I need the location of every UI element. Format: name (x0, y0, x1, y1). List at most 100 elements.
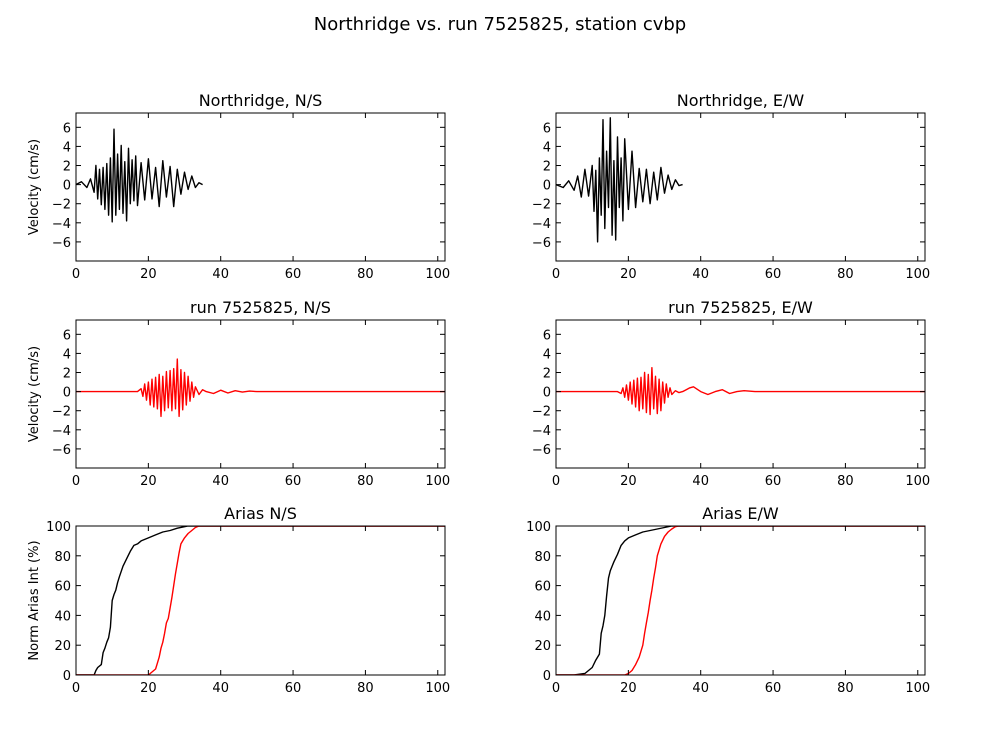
y-tick-label: −2 (52, 198, 71, 213)
x-tick-label: 60 (285, 474, 302, 489)
y-tick-label: 2 (543, 160, 551, 175)
y-tick-label: −4 (532, 424, 551, 439)
x-tick-label: 80 (837, 267, 854, 282)
axes-frame (555, 525, 926, 676)
subplot-title: run 7525825, N/S (190, 298, 331, 317)
x-tick-label: 0 (552, 267, 560, 282)
x-tick-label: 80 (837, 474, 854, 489)
subplot-title: Northridge, E/W (677, 91, 805, 110)
y-tick-label: 60 (54, 580, 71, 595)
x-tick-label: 20 (140, 267, 157, 282)
x-tick-label: 100 (905, 681, 930, 696)
y-tick-label: 20 (54, 639, 71, 654)
x-tick-label: 20 (620, 474, 637, 489)
x-tick-label: 0 (72, 267, 80, 282)
x-tick-label: 0 (552, 474, 560, 489)
series-line-1 (76, 526, 445, 675)
series-line-1 (556, 367, 925, 416)
subplot-title: Arias E/W (702, 504, 779, 523)
subplot-title: run 7525825, E/W (668, 298, 813, 317)
series-line-1 (556, 526, 925, 675)
x-tick-label: 40 (212, 681, 229, 696)
y-tick-label: −2 (532, 405, 551, 420)
x-tick-label: 80 (357, 267, 374, 282)
x-tick-label: 60 (765, 474, 782, 489)
x-tick-label: 20 (620, 681, 637, 696)
subplot-5: 0 20 40 60 80 100 0 20 40 60 80 100 Arias N/S Norm Ar… (27, 504, 450, 696)
y-tick-label: −4 (52, 424, 71, 439)
figure-title: Northridge vs. run 7525825, station cvbp (314, 14, 686, 35)
y-tick-label: −4 (532, 217, 551, 232)
series-line-1 (556, 117, 683, 243)
subplot-3: 0 20 40 60 80 100 −6 −4 −2 0 2 4 6 run 7525825, N/S Ve… (27, 298, 450, 489)
y-tick-label: 2 (63, 160, 71, 175)
y-tick-label: −6 (52, 236, 71, 251)
y-tick-label: −6 (532, 236, 551, 251)
series-line-1 (76, 358, 445, 418)
y-tick-label: 2 (63, 367, 71, 382)
y-axis-label: Velocity (cm/s) (27, 346, 42, 442)
x-tick-label: 100 (425, 267, 450, 282)
y-tick-label: 80 (54, 550, 71, 565)
x-tick-label: 100 (425, 681, 450, 696)
y-tick-label: 4 (63, 347, 71, 362)
y-tick-label: 6 (543, 121, 551, 136)
x-tick-label: 40 (692, 474, 709, 489)
subplot-title: Northridge, N/S (199, 91, 323, 110)
y-axis-label: Norm Arias Int (%) (27, 540, 42, 660)
x-tick-label: 40 (692, 267, 709, 282)
y-tick-label: −4 (52, 217, 71, 232)
subplot-title: Arias N/S (224, 504, 297, 523)
y-tick-label: 100 (46, 520, 71, 535)
y-tick-label: −2 (532, 198, 551, 213)
x-tick-label: 60 (765, 267, 782, 282)
x-tick-label: 20 (140, 681, 157, 696)
y-tick-label: 4 (543, 140, 551, 155)
x-tick-label: 100 (905, 267, 930, 282)
y-axis-label: Velocity (cm/s) (27, 139, 42, 235)
y-tick-label: −6 (52, 443, 71, 458)
y-tick-label: 0 (63, 386, 71, 401)
y-tick-label: 0 (63, 669, 71, 684)
subplot-4: 0 20 40 60 80 100 −6 −4 −2 0 2 4 6 run 7525825, E/W (532, 298, 930, 489)
x-tick-label: 0 (552, 681, 560, 696)
x-tick-label: 60 (765, 681, 782, 696)
series-line-2 (556, 526, 925, 675)
subplot-1: 0 20 40 60 80 100 −6 −4 −2 0 2 4 6 Northridge, N/S Vel… (27, 91, 450, 282)
x-tick-label: 60 (285, 681, 302, 696)
y-tick-label: 0 (543, 179, 551, 194)
y-tick-label: −6 (532, 443, 551, 458)
x-tick-label: 0 (72, 681, 80, 696)
x-tick-label: 100 (905, 474, 930, 489)
y-tick-label: 6 (543, 328, 551, 343)
axes-frame (75, 525, 446, 676)
y-tick-label: 0 (63, 179, 71, 194)
x-tick-label: 20 (620, 267, 637, 282)
y-tick-label: 80 (534, 550, 551, 565)
y-tick-label: 40 (534, 609, 551, 624)
x-tick-label: 40 (692, 681, 709, 696)
y-tick-label: 40 (54, 609, 71, 624)
y-tick-label: 6 (63, 328, 71, 343)
y-tick-label: 4 (543, 347, 551, 362)
axes-frame (555, 112, 926, 262)
x-tick-label: 80 (357, 474, 374, 489)
x-tick-label: 100 (425, 474, 450, 489)
x-tick-label: 40 (212, 474, 229, 489)
y-tick-label: −2 (52, 405, 71, 420)
x-tick-label: 80 (357, 681, 374, 696)
y-tick-label: 4 (63, 140, 71, 155)
y-tick-label: 0 (543, 669, 551, 684)
axes-frame (555, 319, 926, 469)
y-tick-label: 60 (534, 580, 551, 595)
subplot-6: 0 20 40 60 80 100 0 20 40 60 80 100 Arias E/W (526, 504, 930, 696)
x-tick-label: 40 (212, 267, 229, 282)
subplot-2: 0 20 40 60 80 100 −6 −4 −2 0 2 4 6 Northridge, E/W (532, 91, 930, 282)
x-tick-label: 0 (72, 474, 80, 489)
y-tick-label: 0 (543, 386, 551, 401)
series-line-1 (76, 128, 203, 223)
axes-frame (75, 112, 446, 262)
series-line-2 (76, 526, 445, 675)
y-tick-label: 2 (543, 367, 551, 382)
